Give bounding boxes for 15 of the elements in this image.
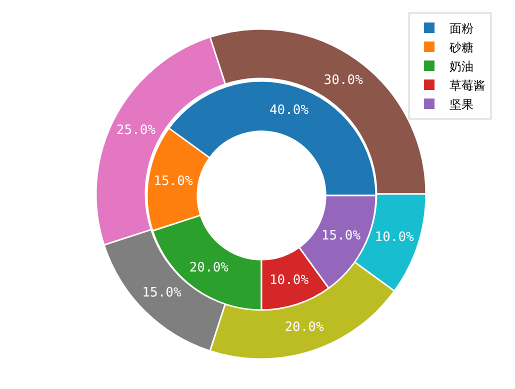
data-label: 40.0% — [269, 103, 309, 118]
data-label: 10.0% — [374, 230, 414, 245]
legend-label: 草莓酱 — [449, 78, 486, 92]
data-label: 15.0% — [321, 228, 361, 244]
legend-label: 面粉 — [449, 21, 474, 36]
data-label: 15.0% — [142, 286, 182, 301]
data-label: 15.0% — [154, 174, 193, 190]
data-label: 20.0% — [189, 260, 229, 276]
legend-label: 奶油 — [449, 59, 474, 74]
legend-label: 坚果 — [449, 97, 474, 112]
legend-label: 砂糖 — [448, 40, 474, 54]
data-label: 25.0% — [116, 122, 156, 138]
data-label: 20.0% — [284, 320, 324, 335]
data-label: 10.0% — [269, 272, 309, 288]
data-label: 30.0% — [324, 73, 364, 88]
